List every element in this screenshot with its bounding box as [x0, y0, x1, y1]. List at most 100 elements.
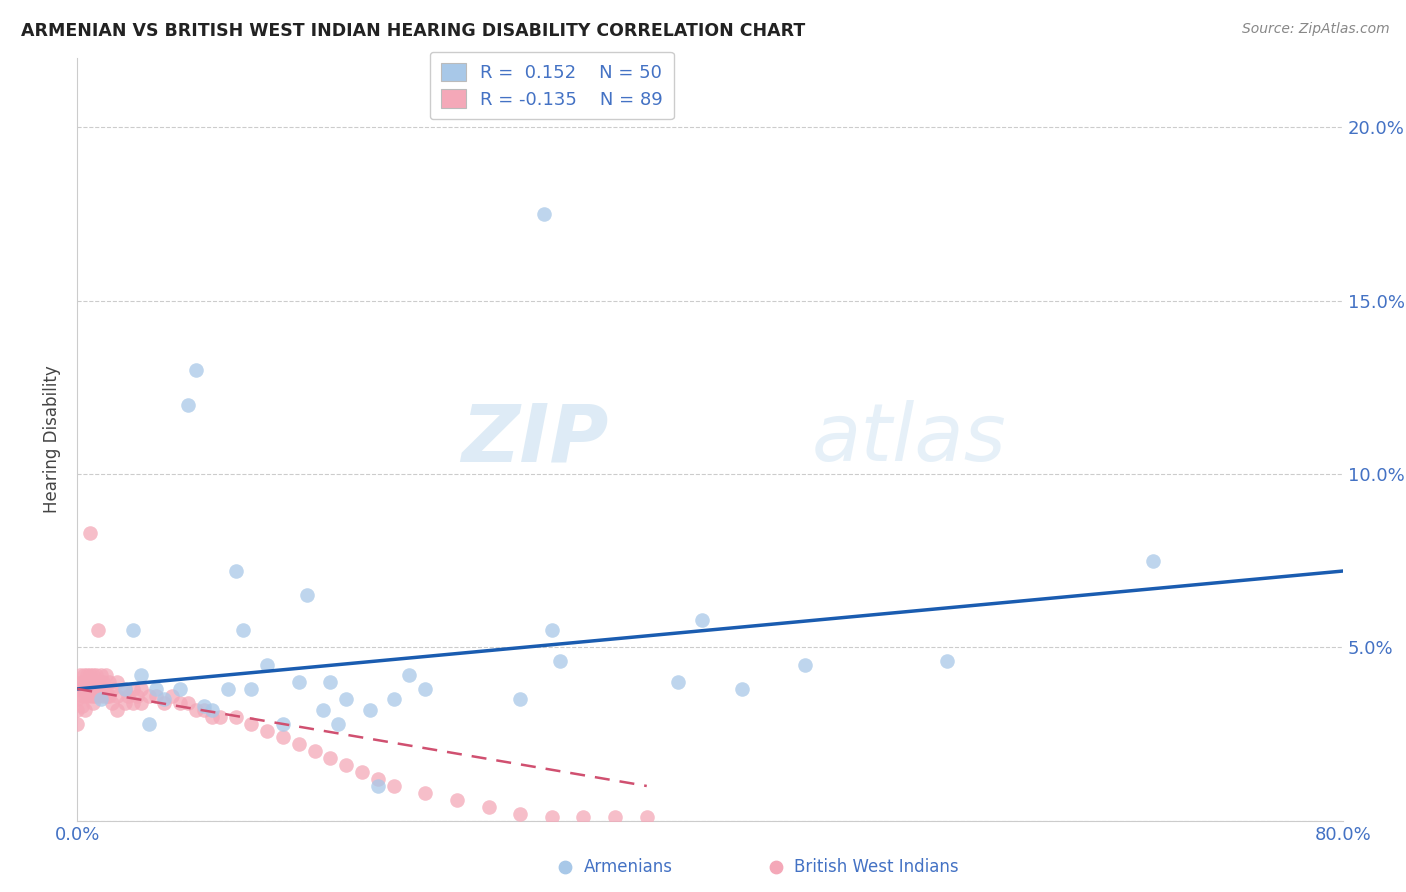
Point	[76, 668, 98, 682]
Point	[509, 806, 531, 821]
Point	[66, 681, 89, 696]
Point	[90, 668, 112, 682]
Point	[145, 681, 167, 696]
Point	[121, 681, 143, 696]
Point	[87, 623, 110, 637]
Point	[288, 737, 311, 751]
Point	[96, 689, 118, 703]
Point	[225, 564, 247, 578]
Point	[413, 681, 436, 696]
Point	[271, 716, 294, 731]
Point	[319, 675, 342, 690]
Point	[240, 716, 263, 731]
Point	[129, 696, 152, 710]
Point	[240, 681, 263, 696]
Point	[98, 689, 120, 703]
Point	[184, 703, 207, 717]
Point	[162, 689, 183, 703]
Point	[319, 751, 342, 765]
Point	[90, 681, 112, 696]
Point	[101, 681, 124, 696]
Point	[690, 613, 713, 627]
Point	[446, 793, 468, 807]
Point	[86, 681, 108, 696]
Legend: R =  0.152    N = 50, R = -0.135    N = 89: R = 0.152 N = 50, R = -0.135 N = 89	[430, 52, 673, 120]
Point	[87, 689, 110, 703]
Text: Armenians: Armenians	[583, 858, 672, 876]
Point	[129, 668, 152, 682]
Point	[98, 675, 120, 690]
Point	[295, 588, 318, 602]
Point	[79, 681, 101, 696]
Point	[70, 675, 93, 690]
Point	[311, 703, 333, 717]
Point	[80, 689, 103, 703]
Point	[75, 675, 97, 690]
Point	[605, 810, 627, 824]
Text: ARMENIAN VS BRITISH WEST INDIAN HEARING DISABILITY CORRELATION CHART: ARMENIAN VS BRITISH WEST INDIAN HEARING …	[21, 22, 806, 40]
Point	[177, 696, 200, 710]
Point	[256, 723, 278, 738]
Point	[70, 689, 93, 703]
Point	[1142, 554, 1164, 568]
Point	[75, 703, 97, 717]
Point	[936, 654, 959, 668]
Point	[169, 696, 191, 710]
Point	[127, 689, 149, 703]
Point	[572, 810, 595, 824]
Point	[359, 703, 381, 717]
Point	[82, 668, 104, 682]
Point	[80, 675, 103, 690]
Point	[193, 699, 215, 714]
Point	[73, 668, 96, 682]
Point	[82, 696, 104, 710]
Point	[668, 675, 690, 690]
Point	[129, 681, 152, 696]
Point	[117, 689, 139, 703]
Point	[201, 709, 224, 723]
Point	[208, 709, 231, 723]
Point	[367, 772, 389, 786]
Text: ZIP: ZIP	[461, 401, 609, 478]
Point	[540, 623, 562, 637]
Point	[79, 668, 101, 682]
Point	[217, 681, 239, 696]
Point	[304, 744, 326, 758]
Text: Source: ZipAtlas.com: Source: ZipAtlas.com	[1241, 22, 1389, 37]
Text: atlas: atlas	[811, 401, 1007, 478]
Point	[413, 786, 436, 800]
Point	[636, 810, 658, 824]
Point	[382, 779, 405, 793]
Point	[94, 681, 117, 696]
Point	[398, 668, 420, 682]
Point	[87, 675, 110, 690]
Point	[114, 681, 136, 696]
Point	[540, 810, 562, 824]
Point	[169, 681, 191, 696]
Point	[114, 681, 136, 696]
Point	[90, 692, 112, 706]
Point	[105, 689, 128, 703]
Point	[121, 623, 143, 637]
Point	[86, 668, 108, 682]
Point	[554, 860, 576, 874]
Point	[153, 696, 176, 710]
Point	[184, 363, 207, 377]
Point	[335, 758, 357, 772]
Point	[794, 657, 817, 672]
Point	[288, 675, 311, 690]
Point	[271, 731, 294, 745]
Point	[83, 689, 105, 703]
Point	[225, 709, 247, 723]
Point	[382, 692, 405, 706]
Point	[335, 692, 357, 706]
Point	[66, 692, 89, 706]
Point	[477, 799, 501, 814]
Point	[328, 716, 350, 731]
Point	[83, 675, 105, 690]
Point	[76, 681, 98, 696]
Point	[70, 699, 93, 714]
Point	[66, 703, 89, 717]
Point	[731, 681, 754, 696]
Point	[509, 692, 531, 706]
